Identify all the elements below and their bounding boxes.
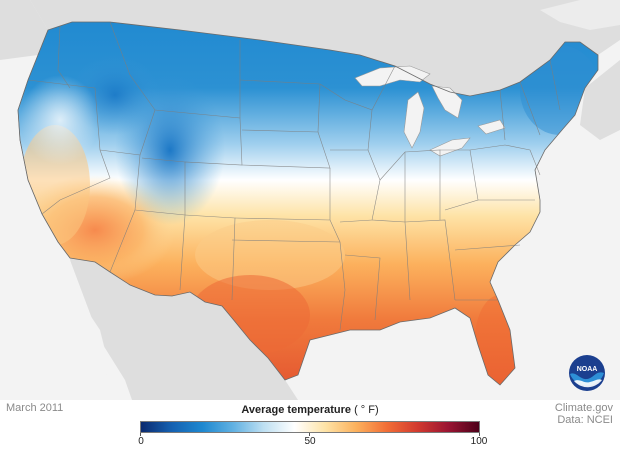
map-canvas: [0, 0, 620, 400]
legend-tick-50: [309, 433, 310, 436]
legend-colorbar: [140, 421, 480, 433]
legend-title-text: Average temperature: [241, 404, 351, 416]
legend-tick-label-50: 50: [304, 436, 316, 447]
credits: Climate.gov Data: NCEI: [555, 402, 613, 426]
legend-tick-label-100: 100: [470, 436, 488, 447]
legend-tick-100: [479, 433, 480, 436]
legend-tick-0: [140, 433, 141, 436]
temperature-map: NOAA: [0, 0, 620, 400]
noaa-logo: NOAA: [569, 355, 605, 391]
legend-tick-label-0: 0: [138, 436, 144, 447]
legend-title: Average temperature ( ° F): [140, 404, 480, 416]
neighbor-land: [0, 0, 620, 400]
great-lakes: [354, 65, 506, 157]
legend-unit: ( ° F): [354, 404, 379, 416]
credit-data: Data: NCEI: [557, 414, 613, 426]
us-outline: [17, 21, 599, 386]
credit-source: Climate.gov: [554, 402, 613, 414]
date-label: March 2011: [6, 402, 64, 414]
noaa-logo-text: NOAA: [577, 366, 598, 373]
